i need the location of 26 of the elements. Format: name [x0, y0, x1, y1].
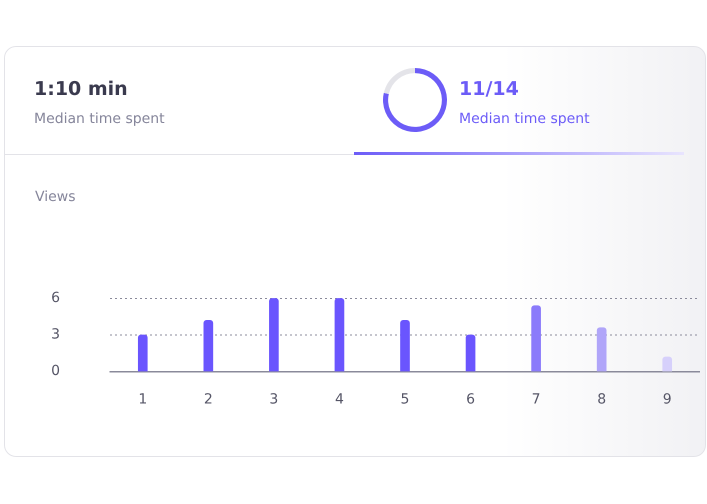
x-tick-label: 9 [662, 392, 672, 408]
y-tick-label: 6 [51, 290, 60, 306]
bar [400, 320, 410, 372]
bar [531, 305, 541, 372]
x-tick-label: 2 [204, 392, 213, 408]
text: 1:10 min [34, 78, 128, 100]
bar [138, 334, 148, 372]
x-tick-label: 6 [466, 392, 476, 408]
x-tick-label: 7 [532, 392, 541, 408]
text: 11/14 [459, 78, 519, 100]
y-tick-label: 3 [51, 326, 60, 343]
text: Median time spent [459, 111, 590, 127]
bar [662, 356, 672, 372]
x-tick-label: 3 [269, 392, 278, 408]
y-tick-label: 0 [51, 363, 60, 380]
bar [334, 298, 344, 372]
bar [466, 334, 476, 372]
bar [596, 327, 606, 372]
bar [204, 320, 214, 372]
text: Median time spent [34, 111, 165, 127]
x-tick-label: 4 [334, 392, 344, 408]
x-tick-label: 5 [400, 392, 410, 408]
bar [269, 298, 279, 372]
x-tick-label: 8 [597, 392, 606, 408]
y-axis-title: Views [35, 189, 76, 205]
x-tick-label: 1 [138, 392, 148, 408]
